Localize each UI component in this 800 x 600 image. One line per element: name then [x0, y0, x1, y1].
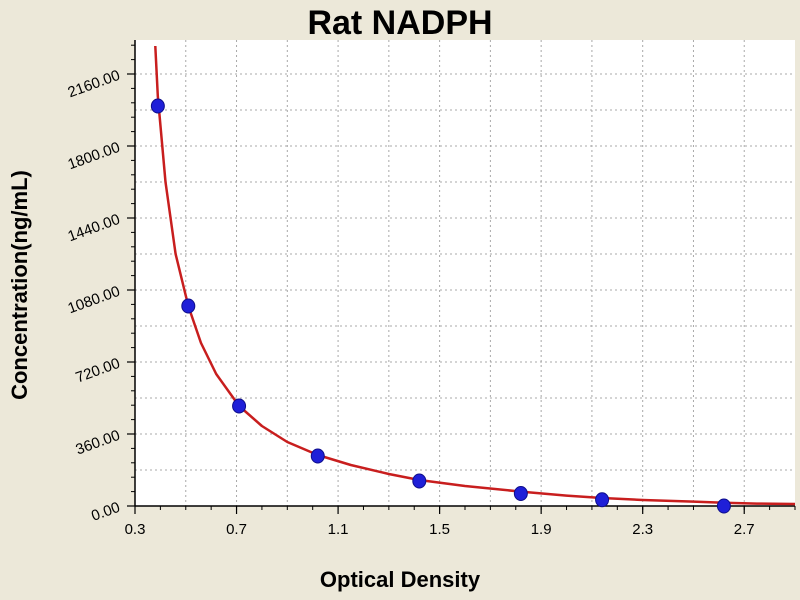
- x-tick-label: 2.3: [632, 521, 653, 538]
- y-tick-label: 720.00: [73, 355, 122, 387]
- data-point: [595, 492, 610, 508]
- x-axis-label: Optical Density: [319, 567, 481, 592]
- grid-layer: [135, 40, 795, 506]
- y-tick-label: 1080.00: [66, 283, 123, 318]
- plot-area: [135, 40, 795, 506]
- data-point: [310, 448, 325, 464]
- y-tick-label: 2160.00: [66, 67, 123, 102]
- x-tick-label: 0.3: [125, 521, 146, 538]
- y-tick-label: 1800.00: [66, 139, 123, 174]
- x-tick-label: 0.7: [226, 521, 247, 538]
- data-point: [716, 498, 731, 514]
- x-tick-label: 1.1: [328, 521, 349, 538]
- data-point: [181, 298, 196, 314]
- x-tick-label: 2.7: [734, 521, 755, 538]
- data-point: [513, 486, 528, 501]
- x-tick-label: 1.9: [531, 521, 552, 538]
- y-tick-label: 1440.00: [66, 211, 123, 246]
- data-point: [232, 398, 247, 414]
- fitted-curve: [154, 45, 796, 506]
- data-point: [412, 473, 427, 489]
- curve-layer: [154, 45, 796, 506]
- y-tick-label: 0.00: [89, 499, 122, 525]
- data-point: [150, 98, 165, 114]
- y-tick-label: 360.00: [73, 427, 122, 459]
- x-tick-label: 1.5: [429, 521, 450, 538]
- points-layer: [150, 98, 731, 514]
- chart-title: Rat NADPH: [307, 4, 493, 42]
